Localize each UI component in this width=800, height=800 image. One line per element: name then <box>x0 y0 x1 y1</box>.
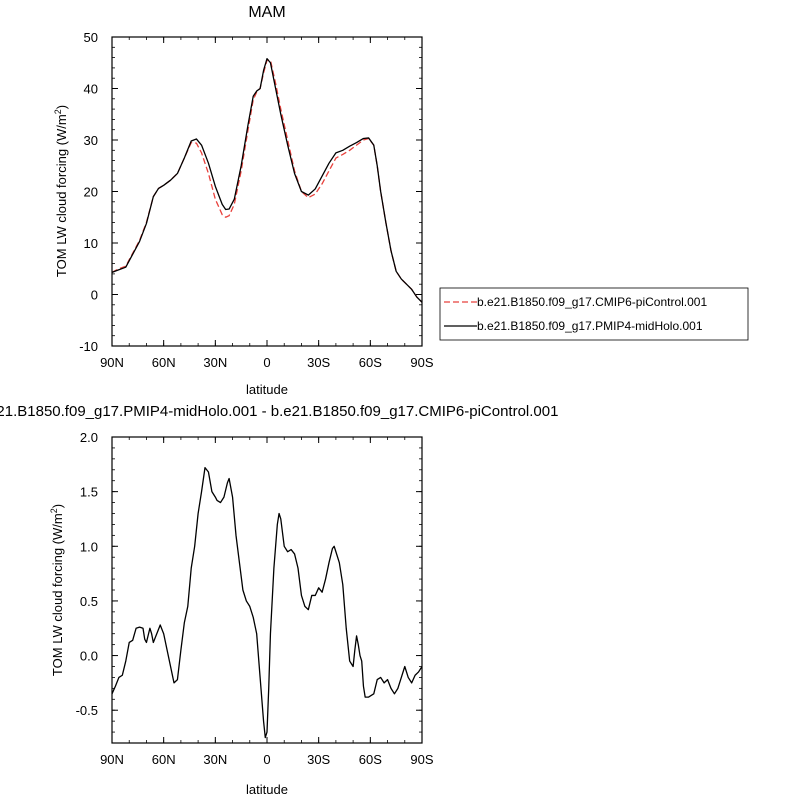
panel-top: MAM 90N 60N 30N 0 30S 60S 90S -10 0 10 20 30 40 50 la… <box>53 4 749 397</box>
x-tick-label: 0 <box>263 355 270 370</box>
y-tick-label: 1.0 <box>80 539 98 554</box>
y-tick-label: 40 <box>84 82 98 97</box>
x-tick-label: 90S <box>410 355 433 370</box>
top-x-axis-label: latitude <box>246 382 288 397</box>
legend-box <box>439 287 749 341</box>
y-tick-label: 50 <box>84 30 98 45</box>
top-plot-frame <box>111 36 423 347</box>
x-tick-label: 60N <box>152 752 176 767</box>
x-tick-label: 60S <box>359 355 382 370</box>
top-y-axis-label: TOM LW cloud forcing (W/m2) <box>53 105 69 277</box>
panel-bottom: b.e21.B1850.f09_g17.PMIP4-midHolo.001 - … <box>0 403 558 797</box>
bottom-y-axis-label: TOM LW cloud forcing (W/m2) <box>49 504 65 676</box>
x-tick-label: 90N <box>100 355 124 370</box>
y-tick-label: 20 <box>84 185 98 200</box>
top-ticks: 90N 60N 30N 0 30S 60S 90S -10 0 10 20 30 40 50 <box>79 30 434 370</box>
x-tick-label: 90S <box>410 752 433 767</box>
x-tick-label: 60N <box>152 355 176 370</box>
y-tick-label: -10 <box>79 339 98 354</box>
series-line-1 <box>111 57 423 303</box>
series-line-0 <box>111 59 423 303</box>
y-tick-label: -0.5 <box>76 703 98 718</box>
legend-label-picontrol: b.e21.B1850.f09_g17.CMIP6-piControl.001 <box>477 295 707 309</box>
x-tick-label: 0 <box>263 752 270 767</box>
top-title: MAM <box>248 4 285 21</box>
x-tick-label: 60S <box>359 752 382 767</box>
bottom-series <box>111 466 423 739</box>
y-tick-label: 10 <box>84 236 98 251</box>
bottom-plot-frame <box>111 436 423 744</box>
bottom-ticks: 90N 60N 30N 0 30S 60S 90S -0.5 0.0 0.5 1.0 1.5 2.0 <box>76 430 434 767</box>
x-tick-label: 30N <box>203 355 227 370</box>
legend-label-midholo: b.e21.B1850.f09_g17.PMIP4-midHolo.001 <box>477 319 703 333</box>
x-tick-label: 90N <box>100 752 124 767</box>
series-line-0 <box>111 466 423 739</box>
x-tick-label: 30N <box>203 752 227 767</box>
legend: b.e21.B1850.f09_g17.CMIP6-piControl.001 … <box>439 287 749 341</box>
top-series <box>111 57 423 303</box>
y-tick-label: 2.0 <box>80 430 98 445</box>
y-tick-label: 0 <box>91 288 98 303</box>
y-tick-label: 0.5 <box>80 594 98 609</box>
bottom-x-axis-label: latitude <box>246 782 288 797</box>
bottom-title: b.e21.B1850.f09_g17.PMIP4-midHolo.001 - … <box>0 403 558 420</box>
x-tick-label: 30S <box>307 355 330 370</box>
y-tick-label: 30 <box>84 133 98 148</box>
y-tick-label: 0.0 <box>80 649 98 664</box>
x-tick-label: 30S <box>307 752 330 767</box>
y-tick-label: 1.5 <box>80 485 98 500</box>
